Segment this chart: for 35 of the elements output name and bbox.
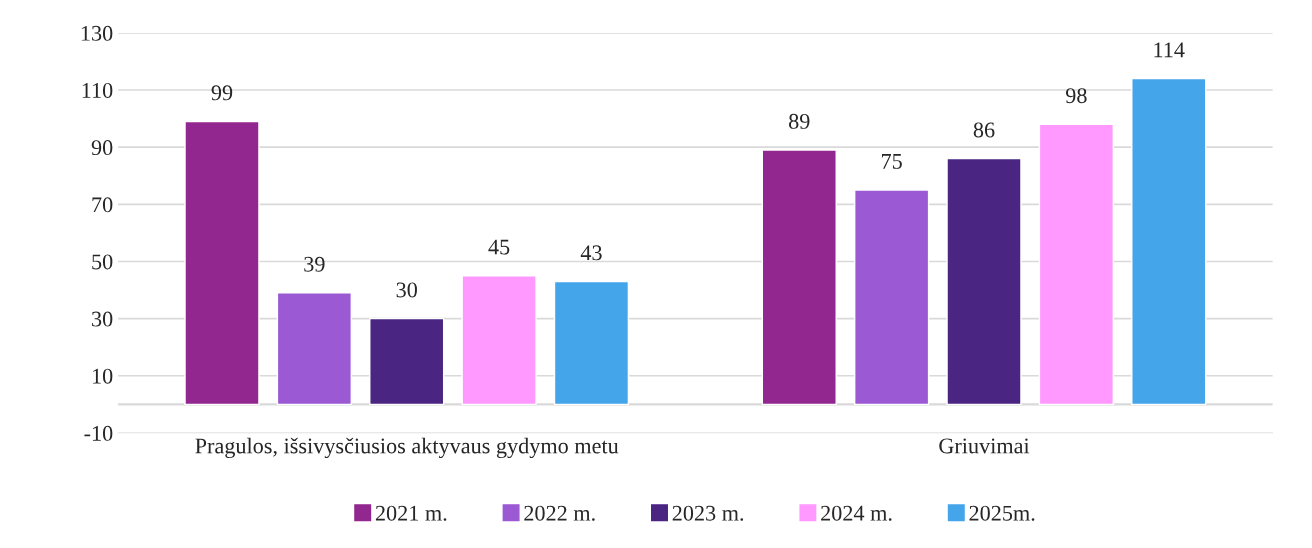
data-label: 45: [488, 239, 510, 255]
y-tick-label: 70: [92, 197, 113, 213]
y-tick-label: 130: [81, 25, 113, 41]
y-tick-label: 110: [82, 82, 113, 98]
data-label: 99: [211, 85, 233, 101]
y-tick-label: 50: [92, 254, 113, 270]
bar: [761, 149, 837, 406]
legend-label: 2023 m.: [672, 505, 744, 521]
data-label: 43: [580, 245, 602, 261]
x-tick-label: Griuvimai: [939, 438, 1030, 454]
bar: [184, 120, 260, 406]
x-tick-label: Pragulos, išsivysčiusios aktyvaus gydymo metu: [195, 437, 619, 459]
data-label: 89: [789, 113, 810, 129]
y-tick-label: -10: [84, 425, 113, 441]
bar: [853, 189, 930, 406]
legend-label: 2021 m.: [375, 505, 447, 521]
bar: [1038, 123, 1115, 406]
bar: [461, 275, 537, 406]
data-label: 98: [1065, 88, 1087, 104]
legend-label: 2022 m.: [524, 505, 595, 521]
data-label: 86: [973, 122, 995, 138]
bar: [946, 157, 1022, 406]
bar: [369, 317, 445, 406]
data-label: 30: [396, 282, 417, 298]
legend-label: 2024 m.: [821, 505, 892, 521]
bar: [1131, 77, 1207, 406]
y-tick-label: 10: [92, 368, 113, 384]
y-tick-label: 30: [92, 311, 113, 327]
legend-label: 2025m.: [969, 505, 1035, 521]
data-label: 75: [881, 154, 902, 169]
bar: [276, 292, 352, 406]
y-tick-label: 90: [91, 140, 113, 156]
data-label: 39: [304, 256, 325, 272]
data-label: 114: [1154, 42, 1185, 58]
bar: [553, 280, 630, 406]
